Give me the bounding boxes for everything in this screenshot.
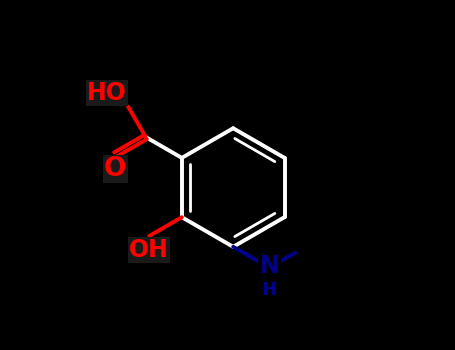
Text: N: N (259, 254, 279, 278)
Text: O: O (104, 156, 126, 182)
Text: H: H (262, 281, 277, 299)
Text: OH: OH (129, 238, 169, 262)
Text: HO: HO (87, 81, 127, 105)
